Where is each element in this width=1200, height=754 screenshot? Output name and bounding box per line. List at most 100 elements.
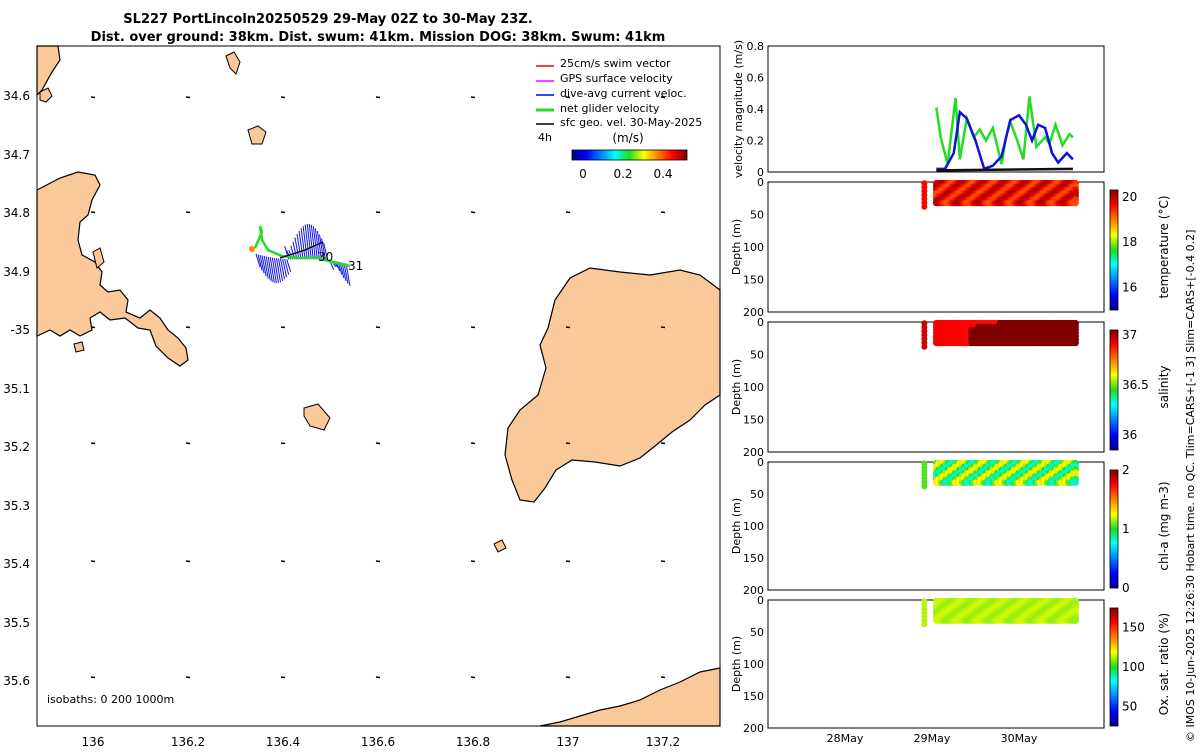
geo-vel-marker	[375, 326, 381, 329]
colorbar-tick: 150	[1122, 621, 1145, 635]
track-start-marker	[249, 246, 255, 252]
dive-avg-vector	[308, 223, 314, 260]
geo-vel-marker	[185, 560, 191, 563]
geo-vel-marker	[280, 211, 286, 214]
profile-colorbar	[1109, 607, 1119, 727]
profile-point	[921, 343, 928, 350]
dive-avg-vector	[280, 258, 286, 280]
island-6	[493, 539, 507, 553]
speed-colorbar	[571, 149, 688, 161]
depth-tick: 200	[743, 722, 764, 735]
depth-label: Depth (m)	[730, 219, 743, 275]
dive-avg-vector	[273, 257, 279, 283]
dive-avg-vector	[275, 258, 281, 283]
dive-avg-vector	[286, 259, 292, 272]
profile-point	[921, 203, 928, 210]
dive-avg-vector	[271, 257, 277, 284]
profile-point	[1072, 339, 1079, 347]
lat-tick: 35.4	[3, 557, 30, 571]
depth-tick: 150	[743, 414, 764, 427]
geo-vel-marker	[90, 211, 96, 214]
sfc-geo-vel-grid	[90, 96, 666, 679]
map-panel: 30 31 34.6 34.7 34.8 34.9 -35 35.1 35.2 …	[3, 45, 721, 749]
geo-vel-marker	[90, 96, 96, 99]
colorbar-tick: 36	[1122, 428, 1137, 442]
dive-avg-vector	[316, 231, 322, 260]
depth-tick: 0	[757, 176, 764, 189]
geo-vel-marker	[565, 560, 571, 563]
colorbar-tick: 1	[1122, 522, 1130, 536]
geo-vel-marker	[660, 326, 666, 329]
geo-vel-marker	[280, 676, 286, 679]
legend-label-dive-avg: dive-avg current veloc.	[560, 87, 687, 100]
figure-title-line1: SL227 PortLincoln20250529 29-May 02Z to …	[123, 12, 532, 27]
geo-vel-marker	[90, 326, 96, 329]
depth-label: Depth (m)	[730, 359, 743, 415]
geo-vel-marker	[565, 442, 571, 445]
geo-vel-marker	[90, 676, 96, 679]
profile-colorbar	[1109, 329, 1119, 451]
speed-colorbar-tick: 0	[579, 167, 587, 181]
dive-avg-vector	[298, 230, 304, 260]
dive-avg-vector	[265, 256, 271, 281]
lat-tick: 34.8	[3, 206, 30, 220]
colorbar-label: Ox. sat. ratio (%)	[1157, 613, 1171, 715]
geo-vel-marker	[565, 326, 571, 329]
speed-colorbar-label: (m/s)	[612, 131, 643, 145]
lat-tick: 35.2	[3, 440, 30, 454]
footer-credit: © IMOS 10-Jun-2025 12:26:30 Hobart time.…	[1184, 230, 1197, 742]
geo-vel-marker	[280, 96, 286, 99]
geo-vel-marker	[660, 96, 666, 99]
dive-avg-vector	[323, 242, 329, 261]
geo-vel-marker	[375, 211, 381, 214]
lat-tick: 35.6	[3, 674, 30, 688]
lat-tick: 34.6	[3, 89, 30, 103]
depth-tick: 150	[743, 274, 764, 287]
dive-avg-vector	[343, 262, 349, 284]
colorbar-tick: 16	[1122, 280, 1137, 294]
lat-ticks: 34.6 34.7 34.8 34.9 -35 35.1 35.2 35.3 3…	[3, 89, 30, 688]
dive-avg-vector	[267, 256, 273, 282]
profile-panel-2: 0 50 100 150 200 Depth (m) 37 36.5 36 salinity	[730, 316, 1171, 459]
dive-avg-vector	[300, 228, 306, 260]
colorbar-tick: 20	[1122, 190, 1137, 204]
dive-avg-current-vectors	[255, 223, 351, 287]
profile-point	[921, 621, 928, 628]
geo-vel-marker	[565, 676, 571, 679]
dive-avg-vector	[269, 257, 275, 283]
dive-avg-vector	[261, 255, 267, 277]
profile-point	[1072, 199, 1079, 207]
depth-tick: 150	[743, 690, 764, 703]
lat-tick: 34.9	[3, 265, 30, 279]
geo-vel-marker	[470, 96, 476, 99]
depth-tick: 0	[757, 316, 764, 329]
depth-tick: 50	[750, 488, 764, 501]
lat-tick: 35.1	[3, 382, 30, 396]
colorbar-tick: 100	[1122, 660, 1145, 674]
geo-vel-marker	[470, 442, 476, 445]
land-kangaroo-island	[504, 267, 721, 503]
profile-point	[1072, 479, 1079, 486]
velocity-ytick: 0.6	[747, 72, 765, 85]
geo-vel-marker	[375, 676, 381, 679]
depth-tick: 50	[750, 626, 764, 639]
geo-vel-marker	[185, 211, 191, 214]
geo-vel-marker	[280, 442, 286, 445]
dive-avg-vector	[282, 258, 288, 278]
dive-avg-vector	[294, 237, 300, 260]
sfc-geo-vel-line	[279, 241, 324, 259]
colorbar-label: chl-a (mg m-3)	[1157, 481, 1171, 570]
velocity-series-sfc-geo-vel-	[936, 167, 1073, 172]
lon-tick: 136	[82, 735, 105, 749]
lon-ticks: 136 136.2 136.4 136.6 136.8 137 137.2	[82, 735, 681, 749]
profile-point	[921, 483, 928, 490]
dive-avg-vector	[302, 225, 308, 260]
geo-vel-marker	[185, 676, 191, 679]
lat-tick: 35.5	[3, 616, 30, 630]
geo-vel-marker	[470, 326, 476, 329]
profile-point	[1072, 617, 1079, 624]
land-west-peninsula	[36, 171, 189, 367]
glider-track: 30 31	[249, 223, 363, 287]
island-7	[73, 341, 85, 353]
